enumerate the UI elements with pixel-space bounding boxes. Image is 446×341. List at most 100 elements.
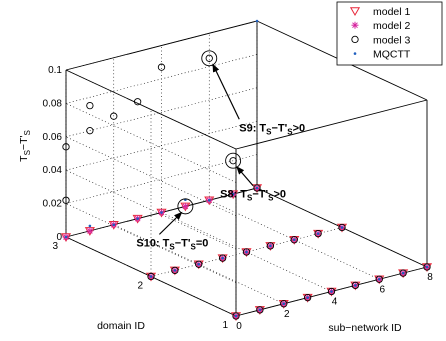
data-point bbox=[86, 227, 94, 235]
data-point bbox=[314, 229, 322, 238]
z-axis-label-sub1: S bbox=[23, 150, 32, 155]
z-tick-label: 0.1 bbox=[48, 65, 62, 76]
annotation-tail: =0 bbox=[196, 237, 209, 249]
asterisk-stroke bbox=[87, 228, 93, 234]
data-point bbox=[136, 217, 139, 220]
data-point bbox=[280, 300, 288, 308]
data-point bbox=[173, 269, 177, 272]
y-tick-label: 2 bbox=[137, 281, 143, 292]
legend: model 1 model 2 model 3 MQCTT bbox=[336, 1, 443, 66]
series-3 bbox=[62, 54, 431, 320]
asterisk-stroke bbox=[182, 203, 189, 210]
series-4 bbox=[64, 19, 429, 318]
x-tick-label: 0 bbox=[236, 321, 242, 332]
data-point bbox=[229, 157, 237, 165]
legend-item: model 2 bbox=[351, 20, 411, 32]
data-point bbox=[290, 236, 298, 244]
annotation-s8: S8: TS−T'S>0 bbox=[220, 152, 286, 203]
annotation-sub: S bbox=[268, 194, 274, 203]
annotation-sub: S bbox=[169, 242, 175, 251]
z-axis-label-mid: −T' bbox=[18, 136, 30, 151]
data-point bbox=[399, 269, 407, 277]
annotation-main: S10: T bbox=[136, 237, 169, 249]
data-point bbox=[195, 260, 203, 268]
legend-item: model 3 bbox=[351, 34, 411, 46]
data-point bbox=[245, 250, 248, 254]
z-axis-label-main: T bbox=[18, 155, 30, 162]
annotation-label: S9: TS−T'S>0 bbox=[239, 122, 305, 136]
highlight-ring bbox=[225, 152, 242, 169]
data-point bbox=[351, 281, 360, 290]
asterisk-stroke bbox=[352, 22, 358, 29]
annotation-main: S8: T bbox=[220, 189, 247, 201]
legend-marker bbox=[351, 21, 359, 29]
x-tick-label: 6 bbox=[379, 284, 385, 295]
grid-line bbox=[65, 87, 258, 138]
highlight-ring bbox=[201, 50, 218, 67]
legend-item: MQCTT bbox=[353, 49, 411, 61]
data-point bbox=[181, 202, 189, 210]
data-point bbox=[375, 275, 383, 283]
annotation-main: S9: T bbox=[239, 122, 266, 134]
box-edge bbox=[65, 69, 237, 150]
legend-marker bbox=[351, 35, 359, 44]
annotation-sub: S bbox=[247, 194, 253, 203]
z-tick-label: 0.02 bbox=[43, 199, 63, 210]
legend-marker bbox=[353, 52, 357, 55]
data-point bbox=[62, 196, 70, 204]
z-tick-label: 0 bbox=[56, 232, 62, 243]
data-points bbox=[60, 19, 433, 322]
data-point bbox=[86, 127, 94, 135]
grid-line bbox=[65, 54, 258, 104]
data-point bbox=[327, 287, 336, 296]
data-point bbox=[62, 143, 70, 151]
data-point bbox=[292, 238, 296, 242]
data-point bbox=[147, 272, 155, 281]
box-edge bbox=[235, 99, 428, 150]
data-point bbox=[258, 308, 262, 312]
data-point bbox=[253, 184, 261, 192]
grid-line bbox=[65, 120, 258, 171]
annotation-tail: >0 bbox=[273, 189, 286, 201]
data-point bbox=[64, 235, 68, 239]
data-point bbox=[425, 265, 429, 269]
z-tick-label: 0.04 bbox=[43, 165, 63, 176]
data-point bbox=[282, 302, 286, 306]
legend-label: model 2 bbox=[373, 20, 411, 32]
y-tick-label: 3 bbox=[52, 241, 58, 252]
annotation-mid: −T' bbox=[175, 237, 191, 249]
annotation-label: S10: TS−T'S=0 bbox=[136, 237, 208, 251]
legend-label: model 1 bbox=[373, 6, 411, 18]
x-tick-label: 2 bbox=[284, 309, 290, 320]
data-point bbox=[110, 112, 118, 120]
annotation-s9: S9: TS−T'S>0 bbox=[201, 50, 305, 136]
data-point bbox=[423, 263, 431, 271]
data-point bbox=[133, 98, 142, 106]
z-tick-label: 0.08 bbox=[43, 98, 63, 109]
data-point bbox=[88, 224, 92, 228]
data-point bbox=[266, 242, 275, 250]
data-point bbox=[306, 296, 309, 299]
data-point bbox=[338, 223, 346, 232]
data-point bbox=[221, 256, 224, 260]
data-point bbox=[330, 290, 333, 293]
data-point bbox=[234, 314, 238, 318]
data-point bbox=[354, 284, 357, 287]
data-point bbox=[377, 277, 381, 281]
annotation-mid: −T' bbox=[272, 122, 288, 134]
data-point bbox=[316, 232, 320, 235]
annotation-s10: S10: TS−T'S=0 bbox=[136, 198, 208, 251]
data-point bbox=[112, 223, 116, 227]
data-point bbox=[255, 186, 259, 190]
data-point bbox=[231, 192, 235, 196]
data-point bbox=[205, 54, 213, 62]
data-point bbox=[255, 19, 259, 23]
data-point bbox=[197, 262, 201, 266]
data-point bbox=[171, 266, 179, 275]
data-point bbox=[340, 226, 344, 229]
annotation-sub: S bbox=[266, 127, 272, 136]
data-point bbox=[218, 254, 227, 262]
x-tick-label: 4 bbox=[332, 297, 338, 308]
